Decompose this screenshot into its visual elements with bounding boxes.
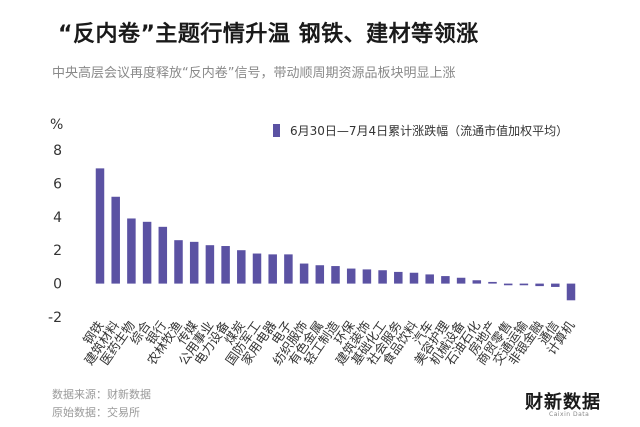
bar xyxy=(473,280,482,283)
bar xyxy=(331,266,340,284)
bar xyxy=(206,245,215,283)
y-tick-label: 4 xyxy=(53,210,62,226)
bar xyxy=(457,278,466,284)
bar xyxy=(221,246,230,284)
bar xyxy=(174,240,183,283)
bar xyxy=(316,265,325,283)
bar xyxy=(159,227,168,284)
bar xyxy=(190,242,199,284)
raw-data-source: 原始数据：交易所 xyxy=(52,404,140,420)
bar xyxy=(96,168,105,283)
y-tick-label: 2 xyxy=(53,243,62,259)
y-tick-label: 6 xyxy=(53,176,62,192)
bar xyxy=(253,254,262,284)
bar xyxy=(441,276,450,284)
bar xyxy=(127,218,135,283)
bar xyxy=(425,274,434,283)
bar xyxy=(488,282,497,284)
bar xyxy=(567,284,576,301)
data-source: 数据来源：财新数据 xyxy=(52,386,151,402)
bar xyxy=(378,270,387,283)
y-tick-label: 8 xyxy=(53,143,62,159)
bar xyxy=(504,284,513,286)
bar xyxy=(394,272,403,284)
bar xyxy=(111,197,120,284)
bar xyxy=(520,284,529,286)
brand-logo-subtitle: Caixin Data xyxy=(549,411,589,418)
bar xyxy=(551,284,560,287)
y-tick-label: -2 xyxy=(48,310,62,326)
bar xyxy=(410,273,419,284)
bar xyxy=(237,250,246,283)
y-tick-label: 0 xyxy=(53,277,62,293)
bar xyxy=(268,254,277,283)
bar xyxy=(284,254,293,283)
bar xyxy=(300,264,309,284)
bar xyxy=(143,222,152,284)
bar xyxy=(363,269,372,283)
bar xyxy=(347,269,356,284)
bar xyxy=(535,284,544,287)
